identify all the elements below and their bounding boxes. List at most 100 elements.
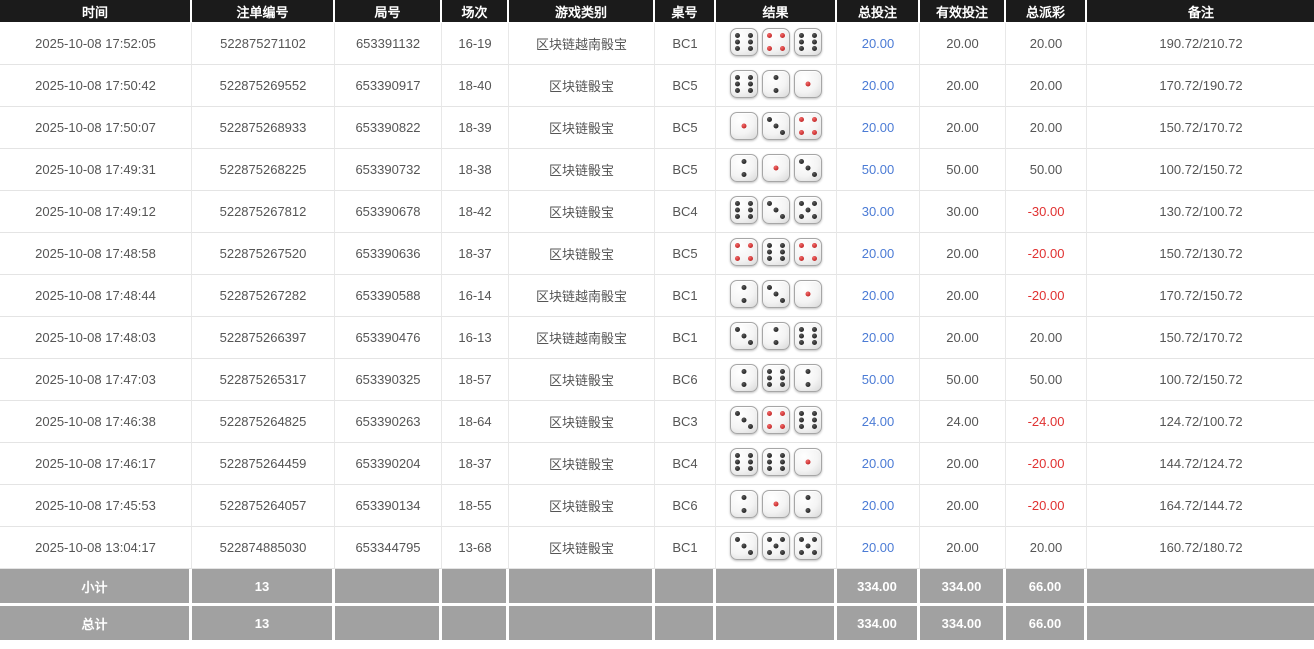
total-bet-link[interactable]: 20.00 (861, 36, 895, 51)
cell-session: 13-68 (442, 527, 509, 569)
cell-round_id: 653390822 (335, 107, 442, 149)
cell-result (716, 317, 837, 359)
die-6-icon (730, 28, 758, 56)
time-text: 2025-10-08 17:50:07 (35, 120, 156, 135)
total-bet-link[interactable]: 50.00 (861, 372, 895, 387)
dice-result (730, 322, 822, 350)
table-row: 2025-10-08 17:52:05 522875271102 653391132… (0, 23, 1314, 65)
summary-cell-remark (1087, 606, 1314, 643)
remark-text: 100.72/150.72 (1159, 162, 1243, 177)
col-header-payout: 总派彩 (1006, 0, 1087, 23)
game-text: 区块链骰宝 (548, 415, 614, 430)
total-bet-link[interactable]: 30.00 (861, 204, 895, 219)
table-row: 2025-10-08 17:45:53 522875264057 653390134… (0, 485, 1314, 527)
cell-result (716, 233, 837, 275)
cell-session: 18-64 (442, 401, 509, 443)
cell-remark: 150.72/130.72 (1087, 233, 1314, 275)
die-6-icon (762, 364, 790, 392)
cell-bet_id: 522875264057 (192, 485, 335, 527)
cell-total_bet: 24.00 (837, 401, 920, 443)
total-bet-link[interactable]: 50.00 (861, 162, 895, 177)
summary-cell-remark (1087, 569, 1314, 606)
cell-game: 区块链骰宝 (509, 359, 655, 401)
remark-text: 100.72/150.72 (1159, 372, 1243, 387)
total-bet-link[interactable]: 20.00 (861, 330, 895, 345)
cell-remark: 130.72/100.72 (1087, 191, 1314, 233)
table_no-text: BC5 (672, 78, 698, 93)
game-text: 区块链越南骰宝 (535, 289, 627, 304)
cell-result (716, 275, 837, 317)
cell-result (716, 401, 837, 443)
cell-time: 2025-10-08 17:48:44 (0, 275, 192, 317)
cell-payout: 20.00 (1006, 65, 1087, 107)
dice-result (730, 238, 822, 266)
cell-session: 18-39 (442, 107, 509, 149)
die-6-icon (794, 322, 822, 350)
summary-cell-time: 小计 (0, 569, 192, 606)
table-row: 2025-10-08 17:50:07 522875268933 653390822… (0, 107, 1314, 149)
cell-valid_bet: 20.00 (920, 23, 1006, 65)
table_no-text: BC4 (672, 456, 698, 471)
cell-result (716, 23, 837, 65)
remark-text: 170.72/150.72 (1159, 288, 1243, 303)
total-bet-link[interactable]: 20.00 (861, 288, 895, 303)
total-bet-link[interactable]: 20.00 (861, 78, 895, 93)
time-text: 2025-10-08 17:45:53 (35, 498, 156, 513)
valid_bet-text: 20.00 (946, 78, 979, 93)
cell-session: 18-37 (442, 443, 509, 485)
cell-remark: 160.72/180.72 (1087, 527, 1314, 569)
summary-cell-valid_bet: 334.00 (920, 606, 1006, 643)
summary-valid_bet: 334.00 (941, 578, 982, 594)
total-bet-link[interactable]: 20.00 (861, 120, 895, 135)
total-bet-link[interactable]: 20.00 (861, 246, 895, 261)
remark-text: 150.72/170.72 (1159, 330, 1243, 345)
round_id-text: 653390263 (355, 414, 421, 429)
cell-session: 18-37 (442, 233, 509, 275)
cell-round_id: 653391132 (335, 23, 442, 65)
payout-text: -20.00 (1027, 498, 1065, 513)
total-bet-link[interactable]: 20.00 (861, 540, 895, 555)
col-header-time: 时间 (0, 0, 192, 23)
cell-result (716, 485, 837, 527)
cell-session: 16-19 (442, 23, 509, 65)
cell-valid_bet: 20.00 (920, 275, 1006, 317)
valid_bet-text: 50.00 (946, 162, 979, 177)
cell-time: 2025-10-08 17:48:58 (0, 233, 192, 275)
table_no-text: BC4 (672, 204, 698, 219)
cell-round_id: 653390134 (335, 485, 442, 527)
cell-bet_id: 522875268933 (192, 107, 335, 149)
table-row: 2025-10-08 17:48:58 522875267520 653390636… (0, 233, 1314, 275)
bet_id-text: 522874885030 (219, 540, 307, 555)
time-text: 2025-10-08 17:46:17 (35, 456, 156, 471)
dice-result (730, 280, 822, 308)
summary-cell-bet_id: 13 (192, 569, 335, 606)
cell-time: 2025-10-08 17:49:31 (0, 149, 192, 191)
game-text: 区块链骰宝 (548, 205, 614, 220)
table-row: 2025-10-08 13:04:17 522874885030 653344795… (0, 527, 1314, 569)
cell-valid_bet: 20.00 (920, 485, 1006, 527)
cell-total_bet: 50.00 (837, 359, 920, 401)
summary-cell-table_no (655, 606, 716, 643)
cell-remark: 164.72/144.72 (1087, 485, 1314, 527)
dice-result (730, 448, 822, 476)
payout-text: 20.00 (1029, 330, 1063, 345)
cell-remark: 100.72/150.72 (1087, 359, 1314, 401)
bet_id-text: 522875267812 (219, 204, 307, 219)
cell-payout: 50.00 (1006, 359, 1087, 401)
col-header-remark: 备注 (1087, 0, 1314, 23)
die-4-icon (794, 238, 822, 266)
summary-label: 总计 (81, 616, 108, 632)
summary-cell-payout: 66.00 (1006, 606, 1087, 643)
die-5-icon (794, 532, 822, 560)
table-row: 2025-10-08 17:50:42 522875269552 653390917… (0, 65, 1314, 107)
cell-total_bet: 20.00 (837, 275, 920, 317)
total-bet-link[interactable]: 20.00 (861, 456, 895, 471)
total-bet-link[interactable]: 20.00 (861, 498, 895, 513)
game-text: 区块链骰宝 (548, 373, 614, 388)
cell-bet_id: 522875271102 (192, 23, 335, 65)
cell-game: 区块链骰宝 (509, 149, 655, 191)
cell-game: 区块链越南骰宝 (509, 275, 655, 317)
cell-round_id: 653344795 (335, 527, 442, 569)
total-bet-link[interactable]: 24.00 (861, 414, 895, 429)
cell-table_no: BC5 (655, 65, 716, 107)
